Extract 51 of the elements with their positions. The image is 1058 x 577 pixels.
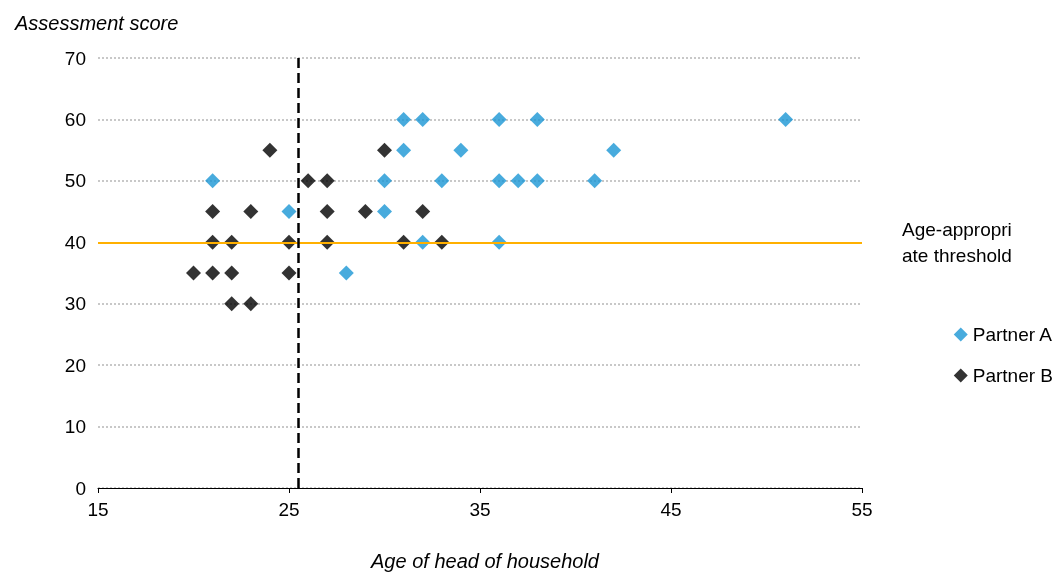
point (205, 173, 221, 189)
point (262, 142, 278, 158)
point (224, 265, 240, 281)
point (377, 142, 392, 158)
y-axis-title: Assessment score (14, 12, 179, 34)
legend-label: Partner B (972, 365, 1054, 386)
point (491, 173, 507, 189)
point (587, 173, 603, 189)
x-tick-label: 35 (469, 499, 491, 520)
point (377, 204, 392, 220)
point (510, 173, 526, 189)
point (529, 173, 545, 189)
x-axis-title: Age of head of household (370, 550, 600, 572)
point (434, 173, 450, 189)
y-tick-label: 70 (64, 47, 86, 69)
point (186, 265, 201, 281)
y-tick-label: 40 (64, 231, 86, 253)
point (377, 173, 392, 189)
point (396, 111, 412, 127)
point (319, 173, 335, 189)
point (415, 111, 431, 127)
point (319, 204, 335, 220)
point (778, 111, 794, 127)
point (606, 142, 622, 158)
point (224, 296, 240, 312)
y-tick-label: 0 (75, 477, 86, 499)
y-tick-label: 60 (64, 108, 86, 130)
point (243, 204, 259, 220)
y-tick-label: 10 (64, 416, 86, 438)
ref-line-label: Age-appropriate threshold (902, 218, 1012, 266)
y-tick-label: 50 (64, 170, 86, 192)
point (205, 265, 221, 281)
point (453, 142, 469, 158)
point (281, 265, 297, 281)
y-tick-label: 20 (64, 354, 86, 376)
point (281, 204, 297, 220)
legend-label: Partner A (972, 324, 1053, 345)
x-tick-label: 45 (660, 499, 682, 520)
x-tick-label: 55 (851, 499, 873, 520)
point (491, 111, 507, 127)
x-tick-label: 25 (278, 499, 300, 520)
point (243, 296, 259, 312)
x-tick-label: 15 (87, 499, 109, 520)
point (300, 173, 316, 189)
point (529, 111, 545, 127)
point (338, 265, 354, 281)
point (396, 142, 412, 158)
point (415, 204, 431, 220)
point (357, 204, 373, 220)
y-tick-label: 30 (64, 293, 86, 315)
point (205, 204, 221, 220)
